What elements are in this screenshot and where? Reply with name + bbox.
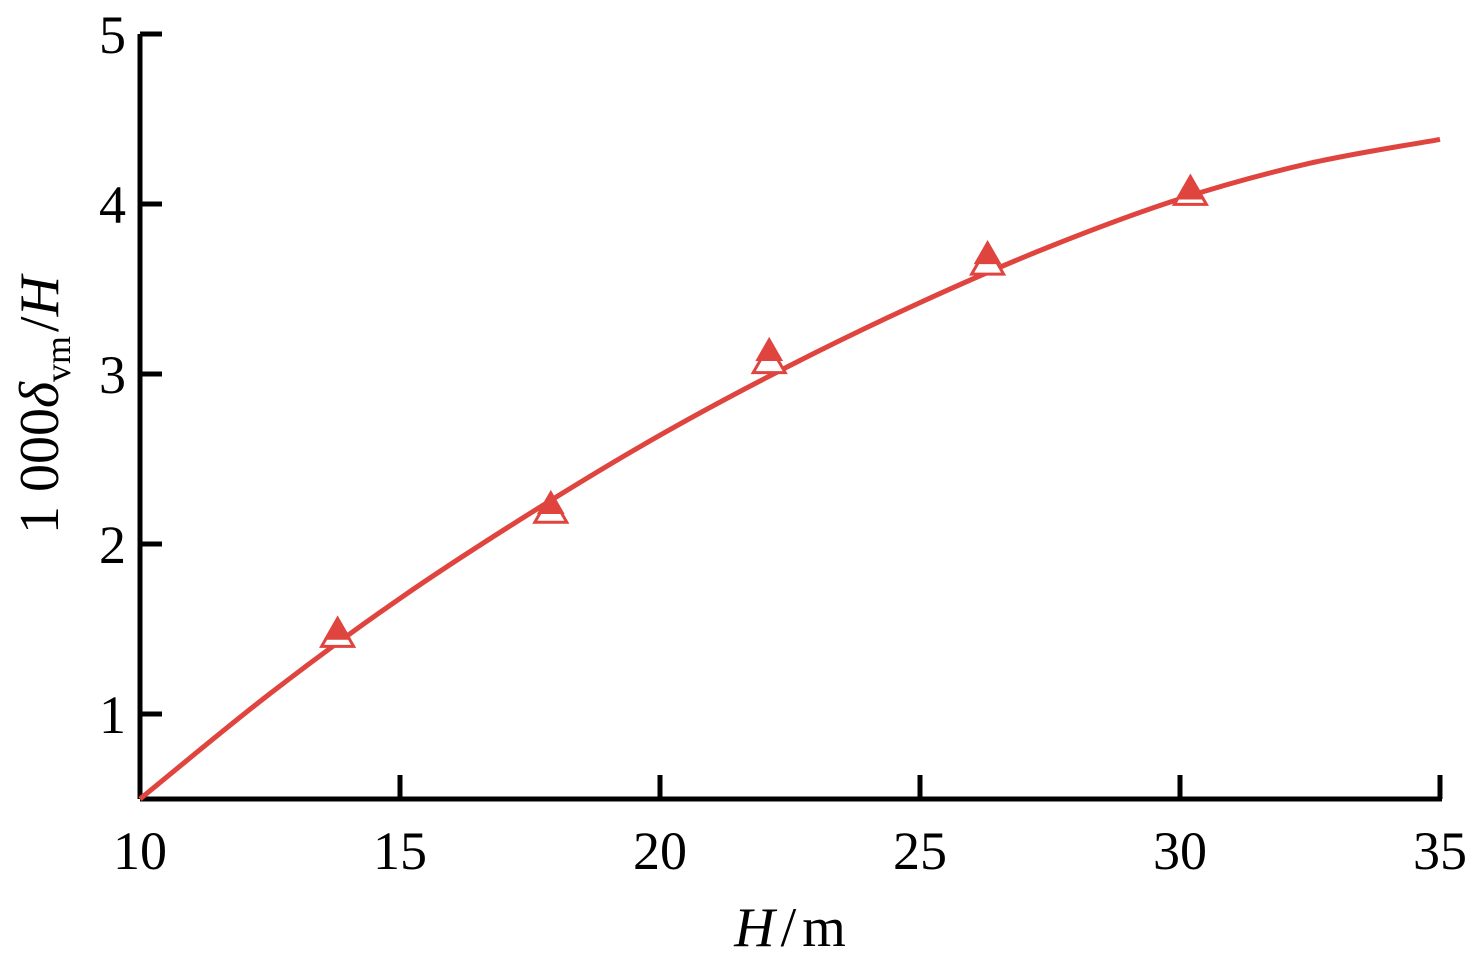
measured-point [973, 239, 1002, 265]
axes [137, 34, 1442, 802]
x-ticks: 10 15 20 25 30 35 [113, 775, 1467, 881]
x-tick-label: 25 [893, 821, 947, 881]
y-tick-label: 1 [99, 685, 126, 745]
measured-point [323, 615, 352, 640]
plot-area [138, 136, 1441, 801]
measured-point [755, 336, 784, 361]
y-ticks: 1 2 3 4 5 [99, 5, 162, 745]
y-tick-label: 3 [99, 345, 126, 405]
measured-point [536, 489, 565, 514]
x-tick-label: 30 [1153, 821, 1207, 881]
y-tick-label: 5 [99, 5, 126, 65]
y-tick-label: 4 [99, 175, 126, 235]
fit-curve [138, 136, 1441, 801]
x-tick-label: 10 [113, 821, 167, 881]
x-tick-label: 20 [633, 821, 687, 881]
y-axis-label: 1 000δvm/H [9, 273, 78, 534]
x-tick-label: 35 [1413, 821, 1467, 881]
y-tick-label: 2 [99, 515, 126, 575]
measured-point [1176, 175, 1205, 200]
x-tick-label: 15 [373, 821, 427, 881]
x-axis-label: H / m [733, 897, 846, 959]
